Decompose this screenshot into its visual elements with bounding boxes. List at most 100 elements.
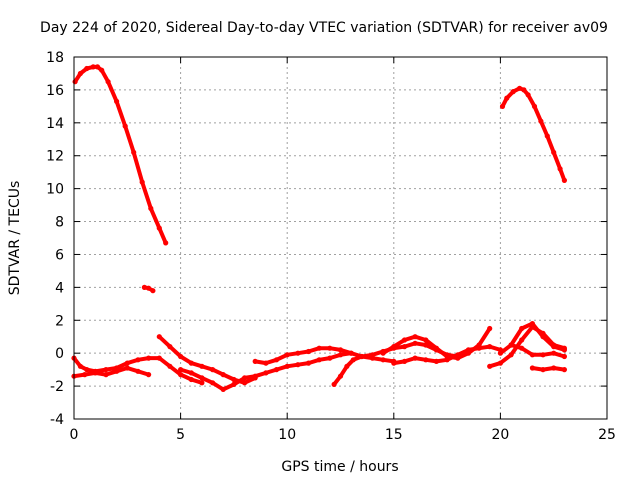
data-point: [551, 149, 557, 155]
data-point: [348, 350, 354, 356]
data-point: [273, 367, 280, 373]
data-point: [529, 352, 536, 358]
series-high-arc-1: [72, 64, 169, 246]
data-point: [327, 355, 333, 361]
data-point: [252, 373, 258, 379]
data-point: [220, 372, 226, 378]
y-tick-label: 6: [55, 247, 64, 263]
data-point: [529, 365, 536, 371]
data-point: [188, 360, 194, 366]
data-point: [84, 65, 90, 72]
y-axis-label: SDTVAR / TECUs: [7, 181, 23, 296]
data-point: [561, 367, 568, 373]
data-point: [103, 372, 109, 378]
y-tick-label: 12: [46, 149, 64, 165]
data-point: [401, 358, 408, 364]
data-point: [135, 357, 141, 363]
plot-frame: [73, 56, 608, 420]
data-point: [167, 344, 173, 350]
data-point: [273, 357, 280, 363]
series-high-arc-2: [499, 85, 568, 183]
data-point: [350, 357, 356, 363]
data-point: [156, 355, 162, 361]
data-point: [540, 334, 546, 340]
series-low-band-k: [508, 342, 568, 360]
data-point: [551, 350, 557, 356]
data-point: [99, 67, 105, 73]
data-point: [178, 372, 184, 378]
y-tick-label: 8: [55, 215, 64, 231]
data-point: [487, 363, 493, 369]
x-tick-label: 0: [70, 427, 79, 443]
data-point: [199, 375, 205, 381]
data-point: [510, 89, 516, 95]
data-point: [178, 353, 184, 360]
data-point: [519, 337, 525, 343]
data-point: [305, 360, 312, 366]
data-point: [84, 367, 90, 373]
data-point: [178, 367, 184, 373]
x-tick-label: 5: [176, 427, 185, 443]
data-point: [521, 87, 527, 93]
series-segment-4tecu: [141, 284, 156, 294]
x-tick-label: 20: [491, 427, 509, 443]
data-point: [497, 350, 503, 356]
series-trace: [500, 86, 567, 183]
data-point: [124, 360, 130, 366]
data-point: [148, 205, 154, 211]
data-point: [82, 372, 88, 378]
data-point: [504, 95, 510, 101]
data-point: [433, 358, 439, 364]
data-point: [210, 380, 216, 386]
data-point: [391, 360, 397, 366]
y-tick-label: 0: [55, 346, 64, 362]
data-point: [401, 337, 408, 343]
data-point: [156, 334, 162, 340]
data-point: [156, 225, 162, 231]
data-point: [146, 372, 152, 378]
data-point: [242, 375, 248, 381]
y-tick-label: -4: [50, 412, 64, 428]
data-point: [380, 357, 386, 363]
data-point: [531, 103, 538, 109]
data-point: [124, 365, 130, 371]
data-series: [71, 64, 568, 392]
series-low-band-l: [529, 365, 568, 373]
data-point: [433, 345, 439, 351]
data-point: [114, 368, 120, 374]
data-point: [77, 363, 83, 369]
data-point: [557, 166, 563, 172]
data-point: [77, 70, 83, 77]
data-point: [476, 345, 482, 351]
data-point: [540, 367, 546, 373]
data-point: [412, 355, 418, 361]
data-point: [316, 357, 322, 363]
series-low-band-j: [497, 321, 568, 356]
y-tick-label: 4: [55, 280, 64, 296]
data-point: [220, 386, 226, 392]
data-point: [305, 348, 312, 355]
data-point: [72, 79, 78, 85]
data-point: [540, 352, 546, 358]
series-low-band-a: [71, 355, 205, 386]
series-trace: [530, 366, 567, 372]
data-point: [92, 370, 98, 376]
data-point: [487, 325, 493, 332]
data-point: [295, 362, 301, 368]
y-tick-label: 14: [46, 116, 64, 132]
data-point: [423, 342, 429, 348]
data-point: [141, 284, 147, 290]
data-point: [146, 355, 152, 361]
data-point: [369, 352, 376, 358]
data-point: [231, 376, 237, 383]
data-point: [146, 285, 152, 291]
data-point: [517, 85, 523, 91]
data-point: [337, 352, 344, 358]
grid: [74, 57, 607, 419]
data-point: [487, 344, 493, 350]
data-point: [337, 373, 344, 379]
data-point: [122, 123, 128, 129]
chart-title: Day 224 of 2020, Sidereal Day-to-day VTE…: [40, 20, 608, 36]
data-point: [105, 79, 111, 85]
